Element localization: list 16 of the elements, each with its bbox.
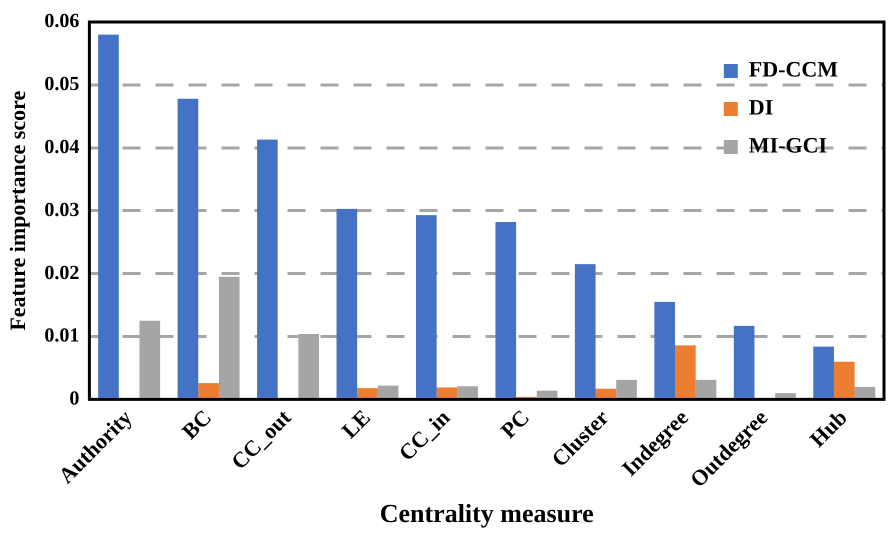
x-tick-label: PC [496, 404, 534, 444]
y-axis-title: Feature importance score [4, 90, 30, 331]
y-tick-label: 0 [69, 388, 80, 410]
y-tick-label: 0.04 [44, 136, 80, 158]
y-tick-label: 0.05 [44, 73, 80, 96]
y-tick-label: 0.03 [44, 198, 80, 221]
x-tick-label: Hub [804, 404, 852, 452]
legend-label: DI [748, 94, 774, 120]
x-tick-label: LE [336, 404, 376, 444]
y-tick-label: 0.01 [44, 324, 80, 347]
y-tick-label: 0.06 [44, 10, 80, 32]
x-axis-title: Centrality measure [380, 499, 594, 528]
legend-label: MI-GCI [748, 132, 828, 158]
legend-label: FD-CCM [748, 56, 838, 82]
x-tick-label: BC [176, 404, 216, 444]
y-tick-label: 0.02 [44, 262, 80, 284]
